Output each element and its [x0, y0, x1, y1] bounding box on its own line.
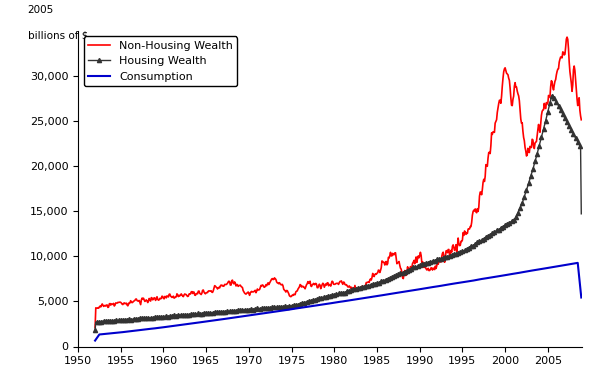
Housing Wealth — [532, 157, 539, 161]
Consumption — [578, 295, 585, 300]
Line: Housing Wealth: Housing Wealth — [93, 93, 583, 332]
Consumption — [485, 276, 493, 280]
Non-Housing Wealth — [470, 208, 478, 213]
Text: billions of $: billions of $ — [28, 31, 88, 41]
Housing Wealth — [375, 280, 382, 285]
Non-Housing Wealth — [375, 268, 382, 273]
Housing Wealth — [573, 137, 580, 142]
Housing Wealth — [410, 265, 417, 270]
Text: 2005: 2005 — [28, 5, 54, 15]
Non-Housing Wealth — [573, 89, 580, 94]
Non-Housing Wealth — [410, 260, 417, 264]
Line: Consumption: Consumption — [95, 263, 581, 341]
Consumption — [532, 268, 539, 272]
Housing Wealth — [470, 243, 478, 248]
Housing Wealth — [549, 93, 556, 97]
Consumption — [410, 288, 417, 293]
Non-Housing Wealth — [563, 35, 571, 39]
Legend: Non-Housing Wealth, Housing Wealth, Consumption: Non-Housing Wealth, Housing Wealth, Cons… — [83, 36, 238, 86]
Housing Wealth — [578, 211, 585, 216]
Housing Wealth — [485, 233, 493, 238]
Non-Housing Wealth — [91, 325, 98, 330]
Consumption — [572, 261, 579, 266]
Housing Wealth — [91, 328, 98, 332]
Non-Housing Wealth — [578, 117, 585, 122]
Consumption — [91, 338, 98, 343]
Line: Non-Housing Wealth: Non-Housing Wealth — [95, 37, 581, 328]
Consumption — [470, 278, 478, 283]
Non-Housing Wealth — [532, 140, 539, 144]
Non-Housing Wealth — [485, 150, 493, 155]
Consumption — [375, 293, 382, 298]
Consumption — [574, 261, 581, 265]
